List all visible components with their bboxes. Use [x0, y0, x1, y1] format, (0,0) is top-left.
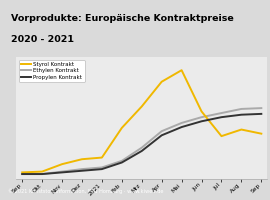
Text: 2020 - 2021: 2020 - 2021	[11, 35, 74, 44]
Text: © 2021 Kunststoff Information, Bad Homburg · www.kiweb.de: © 2021 Kunststoff Information, Bad Hombu…	[8, 189, 164, 194]
Legend: Styrol Kontrakt, Ethylen Kontrakt, Propylen Kontrakt: Styrol Kontrakt, Ethylen Kontrakt, Propy…	[19, 60, 85, 82]
Text: Vorprodukte: Europäische Kontraktpreise: Vorprodukte: Europäische Kontraktpreise	[11, 14, 234, 23]
